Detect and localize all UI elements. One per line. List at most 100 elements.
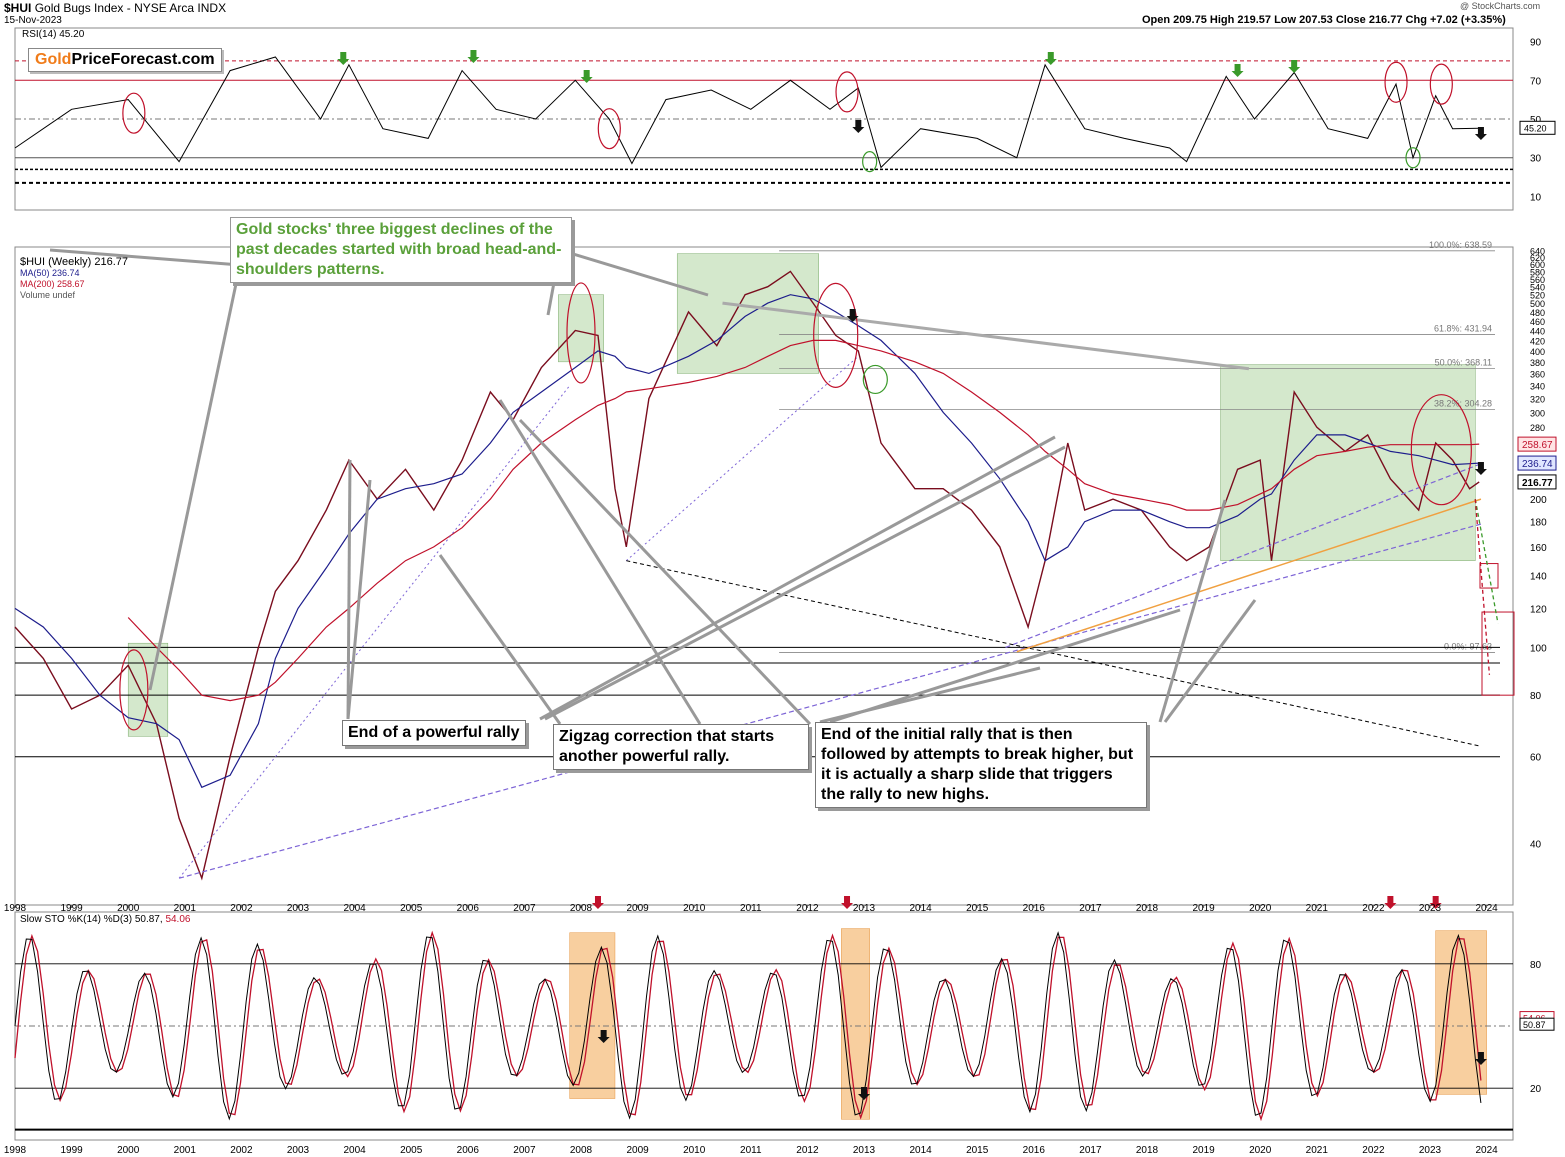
black-dashed-trendline — [626, 560, 1482, 747]
year-label: 2016 — [1023, 1145, 1046, 1156]
rsi-axis-tick: 50 — [1530, 115, 1542, 126]
year-label: 1999 — [60, 1145, 83, 1156]
year-label: 2005 — [400, 1145, 423, 1156]
quote-line: Open 209.75 High 219.57 Low 207.53 Close… — [1142, 14, 1506, 26]
callout-pointer — [346, 459, 352, 720]
year-label: 2001 — [174, 1145, 197, 1156]
rsi-axis-tick: 70 — [1530, 76, 1542, 87]
price-value-text: 216.77 — [1522, 478, 1553, 489]
rsi-highlight-circle — [835, 71, 859, 113]
highlight-circle — [813, 282, 859, 388]
rsi-highlight-circle — [862, 150, 878, 173]
site-logo: GoldPriceForecast.com — [28, 48, 222, 72]
price-value-tag — [1517, 474, 1557, 490]
target-box — [1479, 563, 1499, 589]
rsi-label: RSI(14) 45.20 — [22, 29, 85, 40]
price-axis-tick: 200 — [1530, 495, 1547, 506]
year-label: 2007 — [513, 1145, 536, 1156]
purple-trendline — [625, 355, 859, 562]
panel-frames — [14, 27, 1514, 1141]
green-arrow — [1231, 64, 1244, 77]
fib-level-label: 100.0%: 638.59 — [1429, 240, 1492, 250]
annotation-marks — [49, 50, 1515, 1100]
highlight-boxes — [127, 253, 1487, 1120]
rsi-highlight-circle — [1384, 61, 1408, 103]
logo-domain: PriceForecast.com — [71, 51, 215, 68]
price-axis-tick: 80 — [1530, 691, 1542, 702]
black-arrow — [858, 1087, 870, 1100]
ma50-legend: MA(50) 236.74 — [20, 268, 80, 278]
rsi-line — [14, 56, 1480, 169]
highlight-circle — [566, 282, 596, 384]
purple-trendline — [178, 385, 571, 879]
callout-pointer — [544, 445, 1066, 721]
year-label: 2021 — [1306, 1145, 1329, 1156]
price-axis-tick: 40 — [1530, 839, 1542, 850]
price-value-tag — [1517, 455, 1557, 471]
black-arrow — [597, 1030, 610, 1043]
price-axis-tick: 620 — [1530, 253, 1545, 263]
rsi-value-text: 45.20 — [1524, 123, 1547, 133]
callout-pointer — [148, 264, 242, 691]
year-label: 2003 — [287, 903, 310, 914]
sto-d-label: 54.06 — [165, 914, 191, 925]
callout-pointer — [1158, 499, 1227, 723]
red-arrow — [1384, 896, 1397, 909]
price-axis-tick: 600 — [1530, 260, 1545, 270]
stockcharts-watermark: @ StockCharts.com — [1460, 1, 1541, 11]
year-label: 2001 — [174, 903, 197, 914]
callout-pointer — [438, 554, 562, 725]
highlight-circle — [862, 364, 888, 395]
year-label: 2005 — [400, 903, 423, 914]
year-label: 2024 — [1475, 1145, 1498, 1156]
price-axis-tick: 360 — [1530, 369, 1545, 379]
year-label: 2007 — [513, 903, 536, 914]
rsi-axis-tick: 30 — [1530, 154, 1542, 165]
year-label: 2023 — [1419, 903, 1442, 914]
year-label: 2009 — [626, 903, 649, 914]
price-axis-tick: 420 — [1530, 336, 1545, 346]
price-value-text: 236.74 — [1522, 459, 1553, 470]
year-label: 1998 — [4, 1145, 27, 1156]
year-label: 2014 — [909, 903, 932, 914]
year-label: 2018 — [1136, 1145, 1159, 1156]
moving-average-line — [14, 294, 1480, 789]
black-arrow — [1474, 462, 1487, 475]
series-lines — [14, 56, 1482, 1122]
zigzag-callout: Zigzag correction that starts another po… — [553, 724, 809, 770]
sto-shade-box — [569, 932, 616, 1099]
year-label: 2017 — [1079, 1145, 1102, 1156]
year-label: 2020 — [1249, 1145, 1272, 1156]
rsi-axis-tick: 10 — [1530, 192, 1542, 203]
price-value-text: 258.67 — [1522, 440, 1553, 451]
fib-level-label: 38.2%: 304.28 — [1434, 398, 1492, 408]
year-label: 2020 — [1249, 903, 1272, 914]
sto-axis-tick: 80 — [1530, 960, 1542, 971]
price-axis-tick: 120 — [1530, 604, 1547, 615]
price-axis-tick: 460 — [1530, 317, 1545, 327]
callout-pointer — [346, 479, 372, 720]
hs-shade-box — [558, 294, 604, 363]
volume-legend: Volume undef — [20, 290, 76, 300]
initial-rally-callout: End of the initial rally that is then fo… — [815, 722, 1147, 808]
year-label: 2017 — [1079, 903, 1102, 914]
fib-level-label: 50.0%: 368.11 — [1435, 358, 1492, 368]
year-label: 2016 — [1023, 903, 1046, 914]
year-label: 2013 — [853, 903, 876, 914]
sto-shade-box — [1435, 930, 1487, 1095]
price-axis-tick: 160 — [1530, 543, 1547, 554]
price-axis-tick: 60 — [1530, 753, 1542, 764]
orange-trendline — [1016, 498, 1482, 653]
year-label: 2009 — [626, 1145, 649, 1156]
sto-label: Slow STO %K(14) %D(3) 50.87, — [20, 914, 163, 925]
sto-value-text: 50.87 — [1523, 1020, 1546, 1030]
year-label: 2019 — [1192, 1145, 1215, 1156]
year-label: 2006 — [457, 903, 480, 914]
green-projection — [1474, 499, 1499, 624]
year-label: 1998 — [4, 903, 27, 914]
price-axis-tick: 400 — [1530, 347, 1545, 357]
rsi-highlight-circle — [122, 92, 146, 134]
price-axis-tick: 280 — [1530, 423, 1545, 433]
year-label: 2014 — [909, 1145, 932, 1156]
price-axis-tick: 300 — [1530, 408, 1545, 418]
